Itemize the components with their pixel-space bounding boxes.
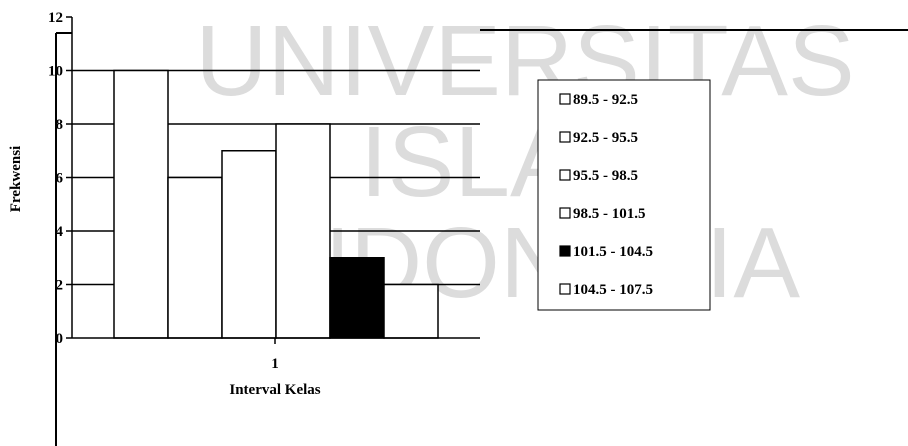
y-tick-label: 10 [48, 64, 63, 80]
x-axis-title: Interval Kelas [229, 382, 320, 398]
legend-label-3: 95.5 - 98.5 [573, 168, 638, 184]
y-tick-labels: 0 2 4 6 8 10 12 [48, 10, 64, 347]
bar-4 [275, 123, 331, 339]
legend-label-2: 92.5 - 95.5 [573, 130, 638, 146]
legend-swatch-5 [559, 245, 571, 257]
watermark-line-1: UNIVERSITAS [195, 5, 854, 117]
y-tick-label: 12 [48, 10, 63, 26]
y-tick-label: 0 [56, 331, 64, 347]
bars [113, 69, 439, 339]
legend-label-4: 98.5 - 101.5 [573, 206, 646, 222]
legend-label-5: 101.5 - 104.5 [573, 244, 653, 260]
y-tick-label: 2 [56, 278, 64, 294]
bar-6 [383, 283, 439, 339]
legend-label-1: 89.5 - 92.5 [573, 92, 638, 108]
y-axis-title: Frekwensi [8, 146, 24, 212]
y-tick-label: 4 [56, 224, 64, 240]
bar-2 [167, 176, 223, 339]
legend-box [537, 79, 711, 311]
legend-swatch-1 [559, 93, 571, 105]
bar-5 [329, 257, 385, 339]
y-tick-label: 8 [56, 117, 64, 133]
x-tick-label: 1 [271, 356, 279, 372]
legend-label-6: 104.5 - 107.5 [573, 282, 653, 298]
y-tick-label: 6 [56, 171, 64, 187]
bar-1 [113, 69, 169, 339]
legend-swatch-4 [559, 207, 571, 219]
legend-swatch-2 [559, 131, 571, 143]
axes [66, 16, 480, 344]
legend-swatch-6 [559, 283, 571, 295]
legend-swatch-3 [559, 169, 571, 181]
bar-3 [221, 150, 277, 339]
legend: 89.5 - 92.5 92.5 - 95.5 95.5 - 98.5 98.5 - … [537, 79, 711, 311]
